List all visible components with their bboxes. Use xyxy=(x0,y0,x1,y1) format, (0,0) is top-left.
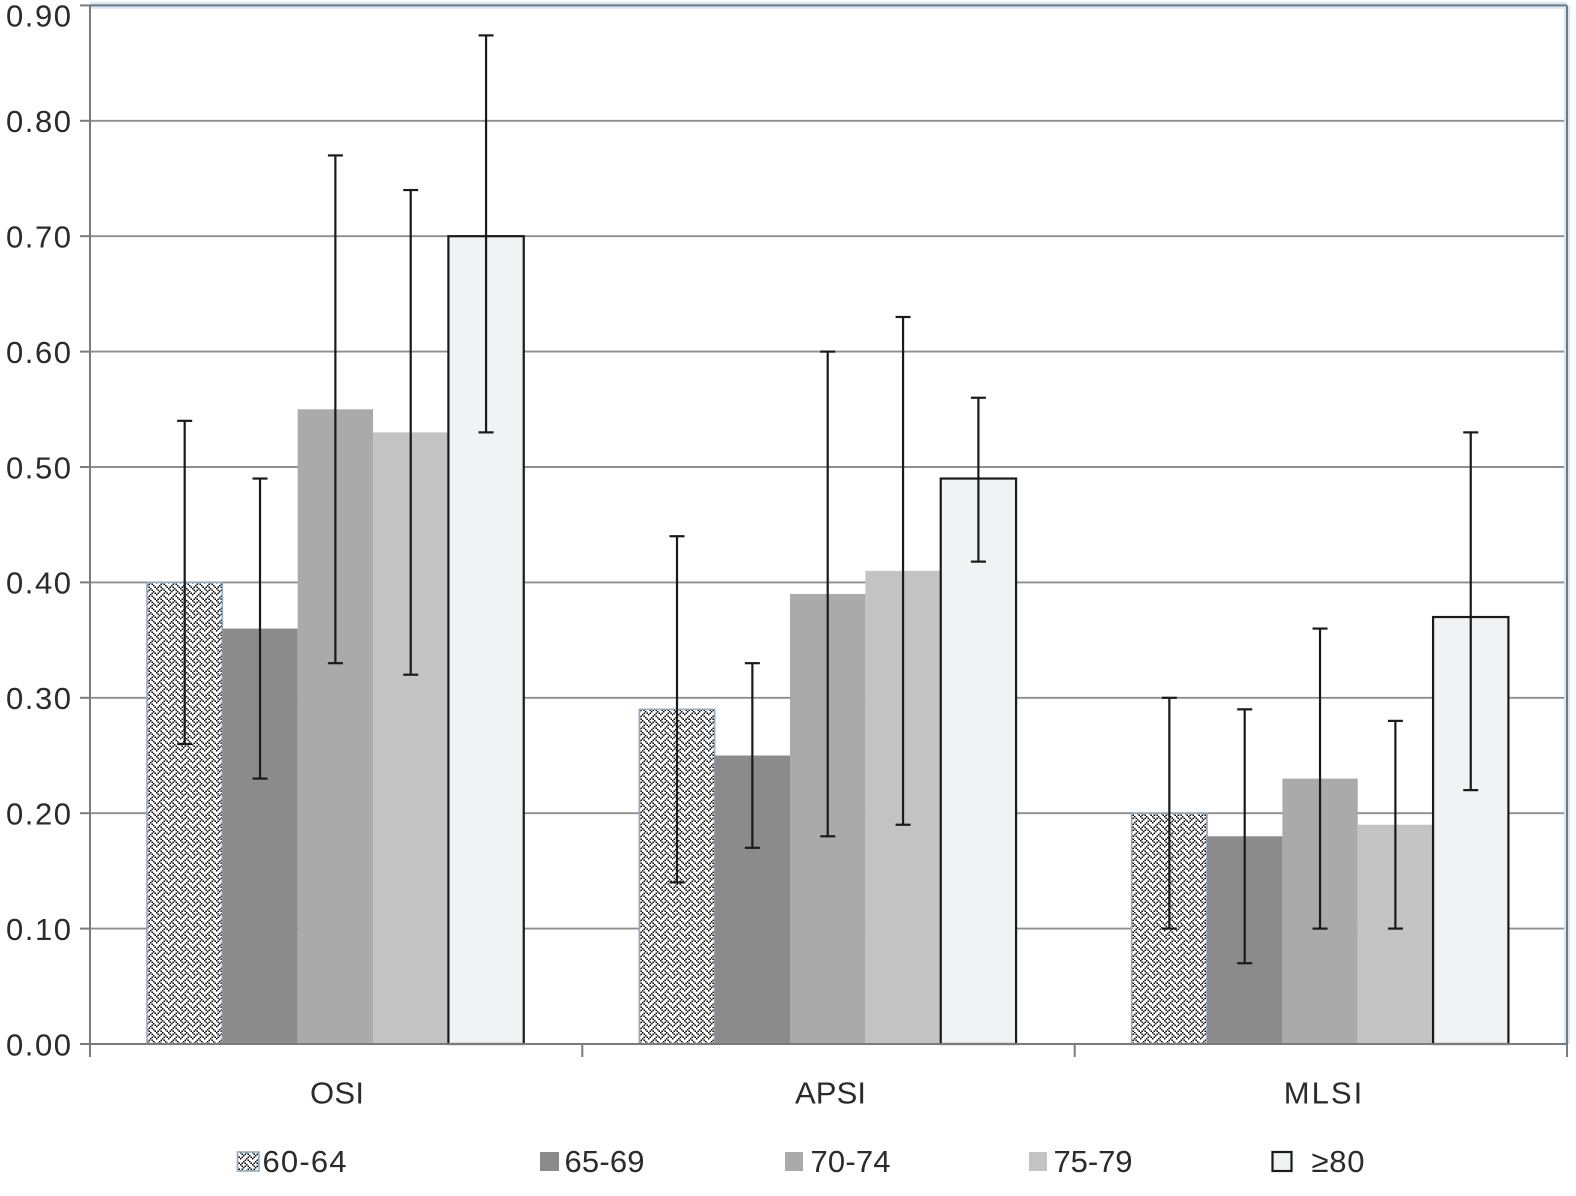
svg-text:≥80: ≥80 xyxy=(1312,1144,1365,1179)
svg-text:0.40: 0.40 xyxy=(6,566,71,601)
svg-text:60-64: 60-64 xyxy=(263,1144,347,1179)
svg-text:0.50: 0.50 xyxy=(6,450,71,485)
svg-text:75-79: 75-79 xyxy=(1054,1144,1133,1179)
svg-text:OSI: OSI xyxy=(310,1076,364,1111)
svg-text:0.20: 0.20 xyxy=(6,797,71,832)
svg-text:70-74: 70-74 xyxy=(811,1144,891,1179)
svg-text:0.80: 0.80 xyxy=(6,104,71,139)
svg-text:0.00: 0.00 xyxy=(6,1027,71,1062)
svg-text:MLSI: MLSI xyxy=(1284,1076,1363,1111)
svg-text:65-69: 65-69 xyxy=(565,1144,645,1179)
svg-text:APSI: APSI xyxy=(795,1076,866,1111)
svg-text:0.10: 0.10 xyxy=(6,912,71,947)
svg-text:0.70: 0.70 xyxy=(6,220,71,255)
svg-text:0.30: 0.30 xyxy=(6,681,71,716)
svg-text:0.60: 0.60 xyxy=(6,335,71,370)
svg-text:0.90: 0.90 xyxy=(6,0,71,34)
